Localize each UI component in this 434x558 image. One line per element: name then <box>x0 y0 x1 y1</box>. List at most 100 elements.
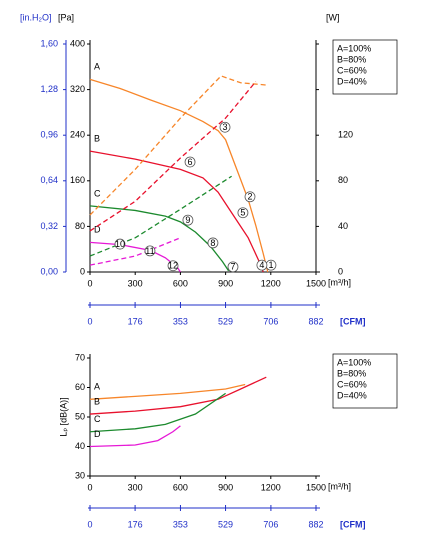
y2-tick-label: 120 <box>338 130 353 140</box>
y-axis-title: Lₚ [dB(A)] <box>58 397 68 436</box>
series-line <box>89 241 181 273</box>
y2-tick-label: 40 <box>338 221 348 231</box>
x-tick-label: 600 <box>173 482 188 492</box>
y-tick-label: 70 <box>75 352 85 362</box>
x-tick-label: 300 <box>128 482 143 492</box>
operating-point-label: 12 <box>168 261 178 271</box>
alt-y-tick-label: 0,64 <box>40 175 58 185</box>
operating-point-label: 6 <box>188 157 193 167</box>
legend-label: B=80% <box>337 368 366 378</box>
x-tick-label: 1500 <box>306 482 326 492</box>
curve-label: C <box>94 188 101 198</box>
series-line <box>89 425 181 448</box>
y-tick-label: 400 <box>70 38 85 48</box>
legend-label: C=60% <box>337 65 367 75</box>
series-line <box>89 383 246 400</box>
alt-x-tick-label: 176 <box>128 316 143 326</box>
operating-point <box>256 259 268 271</box>
x-tick-label: 900 <box>218 482 233 492</box>
y2-tick-label: 80 <box>338 175 348 185</box>
alt-x-tick-label: 882 <box>308 519 323 529</box>
operating-point-label: 3 <box>222 122 227 132</box>
legend-label: D=40% <box>337 76 367 86</box>
operating-point <box>207 237 219 249</box>
y-tick-label: 30 <box>75 470 85 480</box>
operating-point <box>244 191 256 203</box>
alt-x-tick-label: 706 <box>263 519 278 529</box>
legend-label: B=80% <box>337 54 366 64</box>
alt-x-axis-title: [CFM] <box>340 316 366 326</box>
y-tick-label: 40 <box>75 441 85 451</box>
operating-point <box>167 260 179 272</box>
operating-point-label: 11 <box>145 246 154 256</box>
y-tick-label: 80 <box>75 221 85 231</box>
y-tick-label: 320 <box>70 84 85 94</box>
legend-label: A=100% <box>337 357 371 367</box>
series-line <box>89 75 267 216</box>
alt-y-tick-label: 1,60 <box>40 38 58 48</box>
alt-y-tick-label: 1,28 <box>40 84 58 94</box>
series-line <box>89 81 257 232</box>
x-axis-title: [m³/h] <box>328 481 351 491</box>
operating-point-label: 1 <box>268 260 273 270</box>
legend-label: C=60% <box>337 379 367 389</box>
curve-label: D <box>94 429 101 439</box>
series-line <box>89 205 230 272</box>
curve-label: D <box>94 225 101 235</box>
alt-x-tick-label: 176 <box>128 519 143 529</box>
series-line <box>89 376 267 415</box>
y-tick-label: 60 <box>75 382 85 392</box>
x-tick-label: 900 <box>218 278 233 288</box>
x-tick-label: 0 <box>87 482 92 492</box>
curve-label: A <box>94 62 100 72</box>
operating-point-label: 8 <box>210 238 215 248</box>
alt-x-tick-label: 353 <box>173 316 188 326</box>
alt-x-tick-label: 0 <box>87 316 92 326</box>
alt-y-tick-label: 0,32 <box>40 221 58 231</box>
operating-point <box>184 156 196 168</box>
operating-point <box>219 121 231 133</box>
operating-point-label: 7 <box>230 262 235 272</box>
operating-point <box>227 261 239 273</box>
x-axis-title: [m³/h] <box>328 277 351 287</box>
operating-point-label: 5 <box>240 208 245 218</box>
series-line <box>89 175 232 257</box>
series-line <box>89 78 269 273</box>
operating-point <box>144 245 156 257</box>
operating-point <box>114 238 126 250</box>
y-tick-label: 160 <box>70 175 85 185</box>
y2-axis-title: [W] <box>326 12 340 22</box>
legend-box <box>332 39 398 95</box>
alt-y-tick-label: 0,00 <box>40 266 58 276</box>
legend-label: D=40% <box>337 390 367 400</box>
alt-y-axis-title: [in.H₂O] <box>20 12 52 22</box>
series-line <box>89 392 226 433</box>
alt-x-axis-title: [CFM] <box>340 519 366 529</box>
y2-tick-label: 0 <box>338 266 343 276</box>
curve-label: B <box>94 396 100 406</box>
x-tick-label: 600 <box>173 278 188 288</box>
x-tick-label: 1200 <box>261 278 281 288</box>
alt-x-tick-label: 353 <box>173 519 188 529</box>
x-tick-label: 1200 <box>261 482 281 492</box>
operating-point-label: 4 <box>259 260 264 270</box>
legend-label: A=100% <box>337 43 371 53</box>
alt-x-tick-label: 706 <box>263 316 278 326</box>
curve-label: B <box>94 134 100 144</box>
y-tick-label: 50 <box>75 411 85 421</box>
alt-x-tick-label: 529 <box>218 519 233 529</box>
operating-point <box>182 214 194 226</box>
series-line <box>89 237 181 266</box>
y-axis-title: [Pa] <box>58 12 74 22</box>
alt-x-tick-label: 529 <box>218 316 233 326</box>
legend-box <box>332 353 398 409</box>
x-tick-label: 0 <box>87 278 92 288</box>
operating-point <box>237 207 249 219</box>
curve-label: C <box>94 414 101 424</box>
x-tick-label: 300 <box>128 278 143 288</box>
x-tick-label: 1500 <box>306 278 326 288</box>
y-tick-label: 0 <box>80 266 85 276</box>
alt-x-tick-label: 0 <box>87 519 92 529</box>
series-line <box>89 150 264 273</box>
